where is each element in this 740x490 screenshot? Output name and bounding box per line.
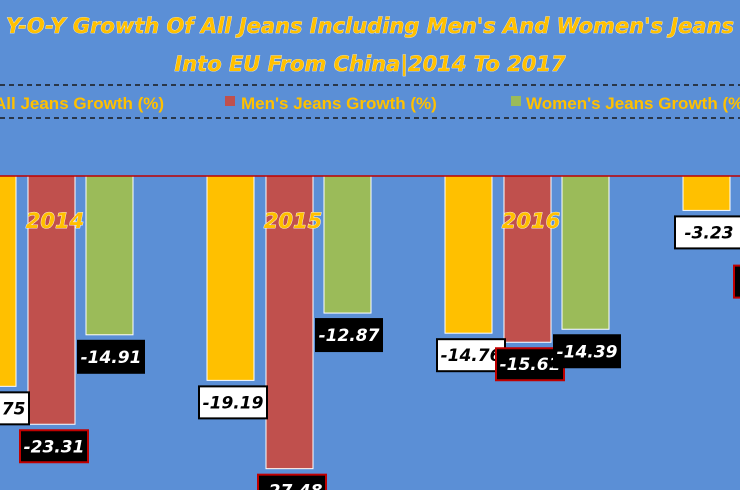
value-label-box-2017-series-1	[674, 215, 740, 250]
bar-2014-series-2	[27, 175, 76, 425]
bar-2016-series-3	[561, 175, 610, 330]
legend-label-womens-jeans: Women's Jeans Growth (%)	[526, 94, 740, 113]
value-label-box-2015-series-3	[315, 318, 383, 353]
value-label-2014-series-2: -23.31	[24, 437, 85, 457]
legend-swatch-womens-jeans	[511, 96, 521, 106]
value-label-box-2017-series-2	[733, 264, 740, 299]
value-label-2017-series-1: -3.23	[685, 223, 734, 243]
value-label-2016-series-3: -14.39	[557, 342, 618, 362]
category-labels: 2014201520162017	[25, 209, 740, 234]
bar-2014-series-1	[0, 175, 17, 387]
bar-2016-series-2	[503, 175, 552, 343]
legend-swatch-mens-jeans	[225, 96, 235, 106]
value-label-box-2014-series-1	[0, 391, 30, 426]
bar-2014-series-3	[85, 175, 134, 336]
bar-2016-series-1	[444, 175, 493, 334]
value-label-2014-series-1: -19.75	[0, 399, 25, 419]
value-label-2016-series-2: -15.61	[500, 355, 561, 375]
value-label-2016-series-1: -14.76	[441, 346, 502, 366]
value-label-box-2015-series-1	[198, 385, 268, 420]
value-label-2015-series-3: -12.87	[319, 326, 380, 346]
value-label-box-2015-series-2	[257, 473, 327, 490]
value-label-box-2016-series-3	[553, 334, 621, 369]
legend-label-all-jeans: All Jeans Growth (%)	[0, 94, 164, 113]
bars	[0, 175, 731, 470]
chart-title: Y-O-Y Growth Of All Jeans Including Men'…	[6, 14, 735, 78]
chart-title-line-2: Into EU From China|2014 To 2017	[174, 52, 566, 77]
bar-2015-series-1	[206, 175, 255, 381]
value-label-2014-series-3: -14.91	[81, 348, 142, 368]
category-label-2015: 2015	[264, 209, 322, 233]
chart-title-line-1: Y-O-Y Growth Of All Jeans Including Men'…	[6, 14, 734, 38]
category-label-2016: 2016	[502, 209, 560, 233]
bar-2015-series-3	[323, 175, 372, 314]
value-labels: -19.75 -23.31 -14.91 -19.19 -27.48 -12.87 -14.…	[0, 215, 740, 490]
value-label-box-2016-series-1	[436, 338, 506, 373]
value-label-2015-series-2: -27.48	[262, 482, 323, 490]
value-label-box-2014-series-3	[77, 339, 145, 374]
bar-2017-series-1	[682, 175, 731, 211]
value-label-2015-series-1: -19.19	[203, 393, 264, 413]
legend-label-mens-jeans: Men's Jeans Growth (%)	[241, 94, 437, 113]
category-label-2014: 2014	[26, 209, 84, 233]
legend: All Jeans Growth (%) Men's Jeans Growth …	[0, 94, 740, 113]
value-label-box-2014-series-2	[19, 429, 89, 464]
